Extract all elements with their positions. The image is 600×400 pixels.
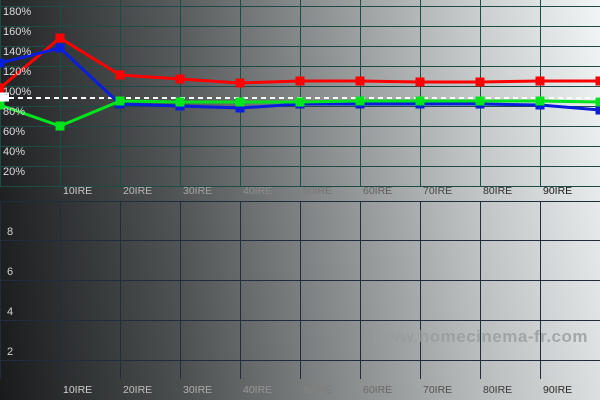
white-point-marker (0, 92, 9, 102)
green-series-marker (415, 96, 425, 106)
grid-line-vertical (120, 201, 121, 379)
grid-line-vertical (120, 0, 121, 186)
gamma-chart-x-axis: 10IRE 20IRE 30IRE 40IRE 50IRE 60IRE 70IRE 80IRE… (0, 383, 600, 399)
grid-line-vertical (0, 201, 1, 379)
red-series-marker (115, 70, 125, 80)
y-axis-label: 20% (3, 166, 26, 178)
x-axis-label: 90IRE (543, 384, 573, 396)
watermark: www.homecinema-fr.com (373, 327, 588, 346)
red-series-marker (0, 83, 5, 93)
red-series-marker (355, 76, 365, 86)
grid-line-vertical (480, 0, 481, 186)
y-axis-label: 2 (7, 346, 14, 358)
y-axis-label: 8 (7, 226, 14, 238)
red-series-marker (415, 77, 425, 87)
x-axis-label: 80IRE (483, 384, 513, 396)
green-series-marker (235, 97, 245, 107)
y-axis-label: 100% (3, 86, 32, 98)
grid-line-vertical (60, 0, 61, 186)
blue-series-marker (235, 103, 245, 113)
red-series-marker (175, 74, 185, 84)
grid-line-vertical (240, 0, 241, 186)
x-axis-label: 10IRE (63, 185, 93, 197)
grid-line-vertical (540, 201, 541, 379)
grid-line-vertical (300, 0, 301, 186)
x-axis-label: 20IRE (123, 185, 153, 197)
y-axis-label: 4 (7, 306, 14, 318)
red-series-marker (535, 76, 545, 86)
x-axis-label: 60IRE (363, 185, 393, 197)
y-axis-label: 40% (3, 146, 26, 158)
gamma-chart: 8 6 4 2 (0, 200, 600, 380)
green-series-marker (595, 97, 600, 107)
grid-line-vertical (240, 201, 241, 379)
red-series-marker (235, 78, 245, 88)
red-series-marker (55, 33, 65, 43)
y-axis-label: 180% (3, 6, 32, 18)
blue-series-marker (0, 58, 5, 68)
y-axis-label: 160% (3, 26, 32, 38)
green-series-marker (475, 96, 485, 106)
blue-series-marker (55, 43, 65, 53)
grid-line-vertical (180, 0, 181, 186)
green-series-marker (55, 121, 65, 131)
x-axis-label: 40IRE (243, 384, 273, 396)
x-axis-label: 50IRE (303, 384, 333, 396)
y-axis-label: 140% (3, 46, 32, 58)
red-series-marker (475, 77, 485, 87)
grid-line-horizontal (0, 186, 600, 187)
x-axis-label: 80IRE (483, 185, 513, 197)
green-series-marker (0, 100, 5, 110)
green-series-marker (355, 96, 365, 106)
red-series-marker (295, 76, 305, 86)
rgb-levels-plot (0, 33, 600, 131)
grid-line-vertical (360, 201, 361, 379)
x-axis-label: 30IRE (183, 384, 213, 396)
x-axis-label: 40IRE (243, 185, 273, 197)
y-axis-label: 80% (3, 106, 26, 118)
x-axis-label: 90IRE (543, 185, 573, 197)
green-series-marker (175, 97, 185, 107)
grid-line-vertical (300, 201, 301, 379)
green-series-marker (535, 96, 545, 106)
x-axis-label: 70IRE (423, 185, 453, 197)
red-series-marker (595, 76, 600, 86)
green-series-marker (115, 96, 125, 106)
x-axis-label: 60IRE (363, 384, 393, 396)
x-axis-label: 30IRE (183, 185, 213, 197)
grid-line-vertical (180, 201, 181, 379)
grid-line-vertical (420, 201, 421, 379)
rgb-levels-chart: 180% 160% 140% 120% 100% 80% 60% 40% 20% (0, 0, 600, 187)
rgb-chart-x-axis: 10IRE 20IRE 30IRE 40IRE 50IRE 60IRE 70IRE 80IRE… (0, 184, 600, 200)
x-axis-label: 20IRE (123, 384, 153, 396)
x-axis-label: 50IRE (303, 185, 333, 197)
x-axis-label: 70IRE (423, 384, 453, 396)
blue-series-marker (595, 105, 600, 115)
x-axis-label: 10IRE (63, 384, 93, 396)
y-axis-label: 6 (7, 266, 14, 278)
grid-line-vertical (360, 0, 361, 186)
green-series-marker (295, 97, 305, 107)
grid-line-vertical (60, 201, 61, 379)
y-axis-label: 60% (3, 126, 26, 138)
grid-line-vertical (420, 0, 421, 186)
grid-line-vertical (480, 201, 481, 379)
grid-line-vertical (540, 0, 541, 186)
y-axis-label: 120% (3, 66, 32, 78)
